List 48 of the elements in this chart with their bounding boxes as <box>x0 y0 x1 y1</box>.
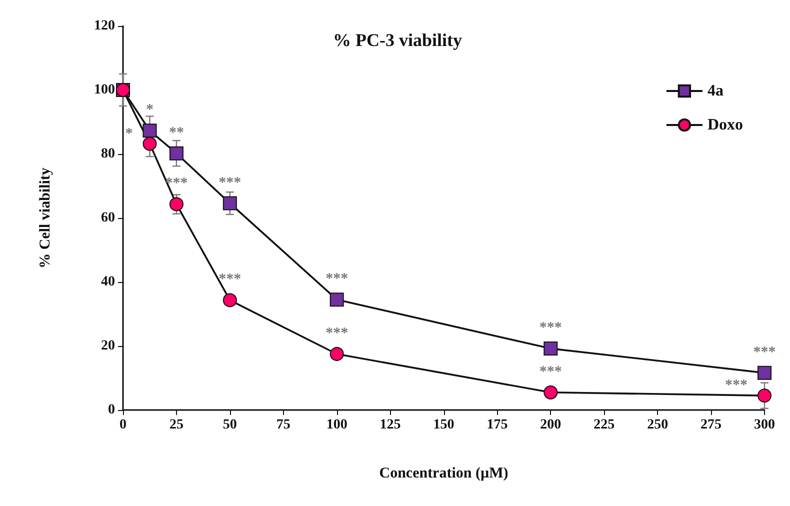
y-tick-label: 100 <box>94 82 115 98</box>
x-tick-label: 275 <box>700 418 722 432</box>
point <box>169 197 184 212</box>
data-label: ** <box>168 124 184 141</box>
data-label: *** <box>753 344 776 360</box>
x-tick-label: 200 <box>540 418 562 432</box>
x-tick-label: 100 <box>326 418 348 432</box>
point <box>758 388 772 403</box>
x-tick-label: 0 <box>120 418 126 432</box>
data-label: *** <box>539 364 562 380</box>
data-label: *** <box>326 326 348 342</box>
x-tick-label: 175 <box>486 418 508 432</box>
data-label: *** <box>218 174 242 191</box>
x-tick-label: 225 <box>594 418 615 432</box>
data-label: *** <box>218 272 242 288</box>
point <box>142 136 157 151</box>
data-label: * <box>146 102 154 118</box>
legend-label: Doxo <box>707 116 744 134</box>
data-label: *** <box>539 320 562 336</box>
point <box>544 385 558 400</box>
y-tick-label: 40 <box>101 274 115 290</box>
x-tick-label: 150 <box>433 418 454 432</box>
point <box>222 293 237 308</box>
x-tick-label: 75 <box>276 418 290 432</box>
point <box>169 146 184 160</box>
x-axis-title: Concentration (µM) <box>379 466 508 482</box>
point <box>330 347 344 361</box>
y-tick-label: 20 <box>101 338 115 354</box>
point <box>142 124 157 138</box>
point <box>330 292 344 307</box>
x-tick-label: 300 <box>754 418 775 432</box>
point <box>544 342 558 356</box>
y-axis-title: % Cell viability <box>38 167 54 268</box>
x-tick-label: 50 <box>222 418 237 432</box>
data-label: * <box>125 126 133 142</box>
x-tick-label: 250 <box>647 418 668 432</box>
y-tick-label: 0 <box>108 402 115 418</box>
y-tick-label: 60 <box>101 210 115 226</box>
point <box>222 196 237 210</box>
x-tick-label: 25 <box>169 418 184 432</box>
y-tick-label: 120 <box>94 18 115 34</box>
x-tick-label: 125 <box>380 418 401 432</box>
data-label: *** <box>326 271 348 288</box>
chart-title: % PC-3 viability <box>333 30 462 50</box>
legend-label: 4a <box>707 82 724 100</box>
y-tick-label: 80 <box>101 146 115 162</box>
point <box>758 366 772 380</box>
data-label: *** <box>725 378 748 394</box>
